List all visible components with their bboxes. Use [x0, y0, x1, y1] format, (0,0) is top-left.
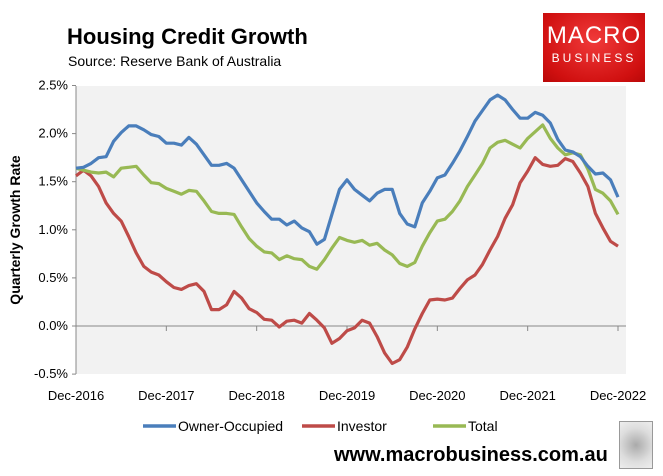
y-tick-label: 2.0%: [38, 126, 68, 141]
legend-label: Total: [468, 418, 498, 434]
logo-line2: BUSINESS: [551, 51, 637, 65]
logo-line1: MACRO: [546, 22, 642, 49]
macrobusiness-logo: MACRO BUSINESS: [543, 13, 645, 82]
y-tick-label: 0.0%: [38, 318, 68, 333]
x-tick-label: Dec-2022: [590, 388, 646, 403]
legend-label: Owner-Occupied: [178, 418, 283, 434]
x-tick-label: Dec-2017: [138, 388, 194, 403]
series-line-investor: [75, 156, 619, 366]
y-tick-label: 1.5%: [38, 174, 68, 189]
x-tick-label: Dec-2019: [319, 388, 375, 403]
y-tick-label: 2.5%: [38, 78, 68, 93]
x-tick-label: Dec-2021: [499, 388, 555, 403]
y-tick-label: -0.5%: [34, 366, 68, 381]
series-line-total: [75, 123, 620, 271]
series-line-owner-occupied: [75, 93, 620, 246]
legend-label: Investor: [337, 418, 387, 434]
wolf-icon: [619, 421, 653, 469]
y-tick-label: 1.0%: [38, 222, 68, 237]
x-tick-label: Dec-2016: [48, 388, 104, 403]
y-tick-label: 0.5%: [38, 270, 68, 285]
x-tick-label: Dec-2018: [228, 388, 284, 403]
website-url: www.macrobusiness.com.au: [334, 444, 608, 466]
chart-source: Source: Reserve Bank of Australia: [68, 53, 282, 69]
chart-title: Housing Credit Growth: [67, 24, 308, 49]
y-axis-label: Quarterly Growth Rate: [7, 155, 23, 305]
x-tick-label: Dec-2020: [409, 388, 465, 403]
